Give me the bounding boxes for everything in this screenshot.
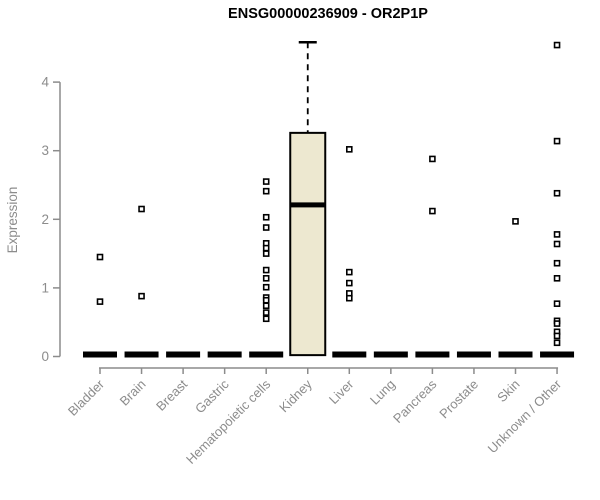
- outlier-point-bladder: [96, 298, 104, 305]
- y-tick-label: 4: [41, 75, 49, 90]
- outlier-point-hematopoietic-cells: [262, 187, 270, 195]
- collapsed-box-lung: [373, 351, 408, 358]
- collapsed-box-gastric: [207, 351, 242, 358]
- collapsed-box-hematopoietic-cells: [249, 351, 284, 358]
- outlier-point-unknown-other: [553, 332, 561, 340]
- outlier-point-skin: [512, 218, 519, 225]
- category-label-gastric: Gastric: [192, 376, 232, 416]
- outlier-point-unknown-other: [553, 137, 561, 145]
- outlier-point-pancreas: [429, 155, 436, 163]
- outlier-point-unknown-other: [553, 274, 561, 282]
- category-label-skin: Skin: [494, 377, 522, 405]
- median-kidney: [290, 202, 326, 208]
- collapsed-box-pancreas: [415, 351, 450, 358]
- outlier-point-hematopoietic-cells: [262, 283, 270, 291]
- outlier-point-unknown-other: [553, 300, 561, 307]
- y-tick-label: 0: [41, 349, 49, 364]
- outlier-point-hematopoietic-cells: [262, 250, 270, 257]
- outlier-point-unknown-other: [553, 189, 561, 197]
- outlier-point-unknown-other: [553, 240, 561, 248]
- collapsed-box-bladder: [83, 351, 117, 358]
- outlier-point-pancreas: [429, 207, 436, 215]
- y-tick-label: 3: [41, 143, 49, 158]
- outlier-point-unknown-other: [553, 259, 561, 267]
- outlier-point-hematopoietic-cells: [262, 224, 270, 231]
- collapsed-box-skin: [498, 351, 533, 358]
- outlier-point-hematopoietic-cells: [262, 266, 270, 274]
- y-tick-label: 2: [41, 212, 49, 227]
- category-label-breast: Breast: [153, 376, 190, 413]
- outlier-point-hematopoietic-cells: [262, 244, 270, 252]
- outlier-point-liver: [345, 294, 353, 302]
- outlier-point-brain: [138, 292, 145, 300]
- collapsed-box-liver: [332, 351, 367, 358]
- collapsed-box-brain: [124, 351, 159, 358]
- category-label-pancreas: Pancreas: [390, 376, 440, 426]
- chart-title: ENSG00000236909 - OR2P1P: [228, 6, 428, 22]
- category-label-unknown-other: Unknown / Other: [485, 376, 565, 456]
- outlier-point-unknown-other: [553, 231, 561, 238]
- outlier-point-hematopoietic-cells: [262, 302, 270, 310]
- outlier-point-hematopoietic-cells: [262, 315, 270, 323]
- outlier-point-liver: [345, 268, 353, 276]
- outlier-point-unknown-other: [553, 339, 561, 347]
- category-label-prostate: Prostate: [436, 377, 481, 422]
- category-label-kidney: Kidney: [276, 376, 315, 415]
- outlier-point-hematopoietic-cells: [262, 178, 270, 185]
- outlier-point-brain: [138, 205, 145, 213]
- category-label-bladder: Bladder: [65, 376, 108, 419]
- box-kidney: [289, 131, 327, 357]
- outlier-point-hematopoietic-cells: [262, 274, 270, 282]
- y-axis-label: Expression: [5, 187, 20, 254]
- category-label-brain: Brain: [117, 377, 149, 409]
- category-label-liver: Liver: [326, 376, 357, 407]
- outlier-point-hematopoietic-cells: [262, 309, 270, 316]
- outlier-point-unknown-other: [553, 41, 561, 49]
- collapsed-box-breast: [166, 351, 201, 358]
- outlier-point-bladder: [96, 253, 104, 261]
- outlier-point-liver: [345, 146, 353, 153]
- outlier-point-hematopoietic-cells: [262, 296, 270, 304]
- category-label-lung: Lung: [367, 377, 398, 408]
- outlier-point-liver: [345, 279, 353, 287]
- y-tick-label: 1: [41, 280, 49, 295]
- outlier-point-hematopoietic-cells: [262, 213, 270, 221]
- collapsed-box-prostate: [456, 351, 491, 358]
- collapsed-box-unknown-other: [540, 351, 575, 358]
- outlier-point-unknown-other: [553, 320, 561, 327]
